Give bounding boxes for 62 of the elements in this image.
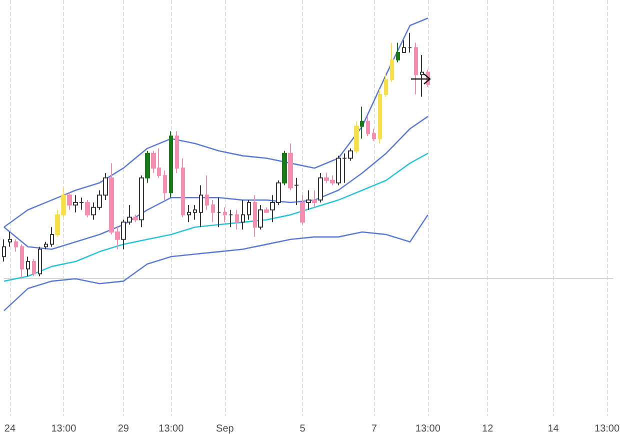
candlestick xyxy=(211,200,215,223)
candlestick xyxy=(145,150,150,184)
candlestick xyxy=(264,206,269,213)
candlestick xyxy=(258,204,263,230)
candlestick xyxy=(241,200,245,230)
candlestick xyxy=(288,143,293,191)
candlestick xyxy=(217,197,221,228)
candlestick xyxy=(20,244,24,280)
candlestick xyxy=(50,226,54,248)
candlestick xyxy=(38,246,42,277)
candlestick xyxy=(360,106,364,140)
candlestick xyxy=(163,170,167,201)
x-tick-label: 13:00 xyxy=(51,424,77,434)
candlestick xyxy=(235,209,239,230)
candlestick xyxy=(169,130,173,198)
candlestick xyxy=(282,150,287,186)
candlestick xyxy=(414,42,418,95)
x-tick-label: Sep xyxy=(216,424,234,434)
candlestick xyxy=(223,206,227,223)
candlestick xyxy=(2,238,6,262)
candlestick xyxy=(294,177,299,206)
candlestick xyxy=(366,116,370,137)
candlestick xyxy=(205,174,209,210)
candlestick xyxy=(396,42,400,63)
candlestick xyxy=(312,190,317,208)
candlestick xyxy=(181,158,185,218)
candlestick xyxy=(14,238,18,252)
candlestick xyxy=(372,128,376,142)
candlestick xyxy=(133,214,138,223)
candlestick xyxy=(193,204,197,220)
candlestick xyxy=(318,172,323,204)
x-tick-label: 13:00 xyxy=(594,424,620,434)
candlestick xyxy=(44,241,48,250)
x-tick-label: 12 xyxy=(482,424,494,434)
candlestick xyxy=(300,194,305,226)
candlestick xyxy=(253,194,257,238)
x-tick-label: 7 xyxy=(371,424,378,434)
x-tick-label: 13:00 xyxy=(415,424,441,434)
candlestick xyxy=(378,88,382,144)
x-tick-label: 29 xyxy=(118,424,130,434)
candlestick xyxy=(247,200,251,220)
candlestick xyxy=(67,192,72,210)
candlestick xyxy=(8,232,12,248)
x-tick-label: 13:00 xyxy=(158,424,184,434)
candlestick xyxy=(408,32,412,54)
candlestick xyxy=(229,209,233,228)
candlestick xyxy=(402,40,406,54)
candlestick xyxy=(139,174,144,228)
x-tick-label: 24 xyxy=(4,424,16,434)
candlestick xyxy=(354,120,359,154)
candlestick xyxy=(384,74,388,98)
candlestick xyxy=(26,256,30,277)
candlestick xyxy=(32,258,36,277)
candlestick xyxy=(175,130,179,174)
x-tick-label: 14 xyxy=(548,424,560,434)
candlestick xyxy=(199,184,203,228)
candlestick xyxy=(306,190,311,210)
x-tick-label: 5 xyxy=(300,424,306,434)
candlestick xyxy=(85,200,90,218)
candlestick xyxy=(420,54,424,98)
candlestick xyxy=(187,204,191,223)
candlestick xyxy=(390,42,394,83)
